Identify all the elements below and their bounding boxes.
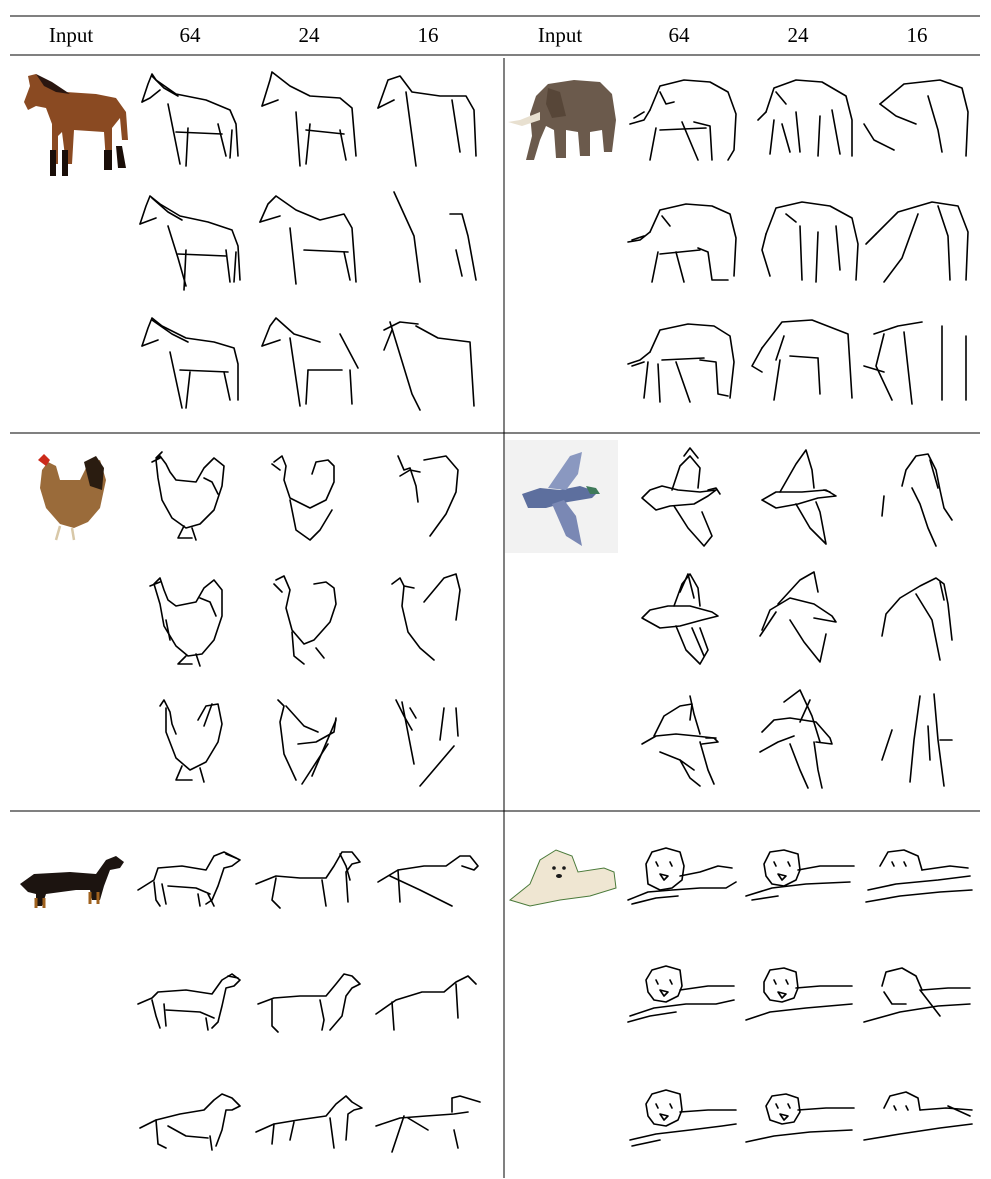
elephant-sketch-16-a bbox=[863, 79, 969, 157]
pigeon-sketch-24-c bbox=[759, 689, 833, 789]
horse-sketch-24-b bbox=[259, 195, 357, 285]
retriever-sketch-16-a bbox=[865, 849, 973, 903]
elephant-sketch-64-a bbox=[629, 79, 737, 161]
elephant-sketch-16-c bbox=[863, 321, 967, 405]
dachshund-sketch-16-a bbox=[377, 855, 479, 907]
retriever-sketch-24-c bbox=[745, 1093, 855, 1143]
header-input-left: Input bbox=[49, 23, 93, 47]
retriever-sketch-24-a bbox=[745, 849, 855, 901]
horse-sketch-24-a bbox=[261, 71, 357, 167]
pigeon-sketch-16-a bbox=[881, 453, 953, 547]
dachshund-photo-icon bbox=[20, 856, 124, 908]
dachshund-sketch-16-c bbox=[375, 1095, 481, 1153]
pigeon-sketch-16-b bbox=[881, 577, 953, 661]
header-64-right: 64 bbox=[669, 23, 691, 47]
pigeon-sketch-64-b bbox=[641, 573, 719, 665]
chicken-sketch-64-b bbox=[149, 577, 223, 667]
pigeon-sketch-64-a bbox=[641, 447, 721, 547]
dachshund-sketch-24-b bbox=[257, 973, 361, 1033]
pigeon-sketch-24-b bbox=[759, 571, 837, 663]
pigeon-sketch-16-c bbox=[881, 693, 953, 787]
retriever-sketch-64-a bbox=[627, 847, 737, 905]
header-16-left: 16 bbox=[418, 23, 439, 47]
dachshund-sketch-64-b bbox=[137, 973, 241, 1031]
chicken-sketch-64-c bbox=[159, 699, 223, 783]
chicken-sketch-16-c bbox=[395, 699, 459, 787]
retriever-photo-icon bbox=[508, 849, 617, 907]
retriever-sketch-24-b bbox=[745, 967, 853, 1021]
sketch-grid bbox=[137, 71, 973, 1153]
pigeon-sketch-64-c bbox=[641, 695, 719, 787]
header-24-left: 24 bbox=[299, 23, 321, 47]
elephant-sketch-64-c bbox=[627, 323, 735, 403]
dachshund-sketch-24-c bbox=[255, 1095, 363, 1149]
horse-sketch-64-b bbox=[139, 195, 241, 291]
horse-sketch-24-c bbox=[261, 317, 359, 407]
retriever-sketch-16-c bbox=[863, 1091, 973, 1141]
retriever-sketch-64-c bbox=[629, 1089, 737, 1147]
retriever-sketch-16-b bbox=[863, 967, 971, 1023]
header-24-right: 24 bbox=[788, 23, 810, 47]
horse-sketch-16-b bbox=[393, 191, 477, 283]
pigeon-sketch-24-a bbox=[761, 449, 837, 545]
dachshund-sketch-16-b bbox=[375, 975, 477, 1031]
elephant-sketch-24-c bbox=[751, 319, 853, 401]
chicken-sketch-24-b bbox=[273, 575, 337, 665]
chicken-photo-icon bbox=[38, 454, 106, 541]
elephant-sketch-64-b bbox=[627, 203, 737, 283]
header-16-right: 16 bbox=[907, 23, 928, 47]
dachshund-sketch-64-a bbox=[137, 851, 241, 907]
chicken-sketch-16-b bbox=[391, 573, 461, 661]
elephant-photo-icon bbox=[508, 80, 616, 160]
chicken-sketch-16-a bbox=[397, 455, 459, 537]
header-input-right: Input bbox=[538, 23, 582, 47]
horse-sketch-64-c bbox=[141, 317, 239, 409]
pigeon-photo-icon bbox=[505, 440, 618, 553]
horse-photo-icon bbox=[24, 74, 128, 176]
header-64-left: 64 bbox=[180, 23, 202, 47]
chicken-sketch-24-a bbox=[271, 455, 335, 541]
retriever-sketch-64-b bbox=[627, 965, 735, 1023]
dachshund-sketch-24-a bbox=[255, 851, 361, 909]
elephant-sketch-24-b bbox=[761, 201, 859, 283]
dachshund-sketch-64-c bbox=[139, 1093, 241, 1151]
horse-sketch-64-a bbox=[141, 73, 239, 167]
horse-sketch-16-c bbox=[383, 321, 475, 411]
elephant-sketch-16-b bbox=[865, 201, 969, 283]
elephant-sketch-24-a bbox=[757, 79, 853, 157]
horse-sketch-16-a bbox=[377, 75, 477, 167]
chicken-sketch-24-c bbox=[277, 699, 337, 785]
chicken-sketch-64-a bbox=[151, 451, 225, 541]
